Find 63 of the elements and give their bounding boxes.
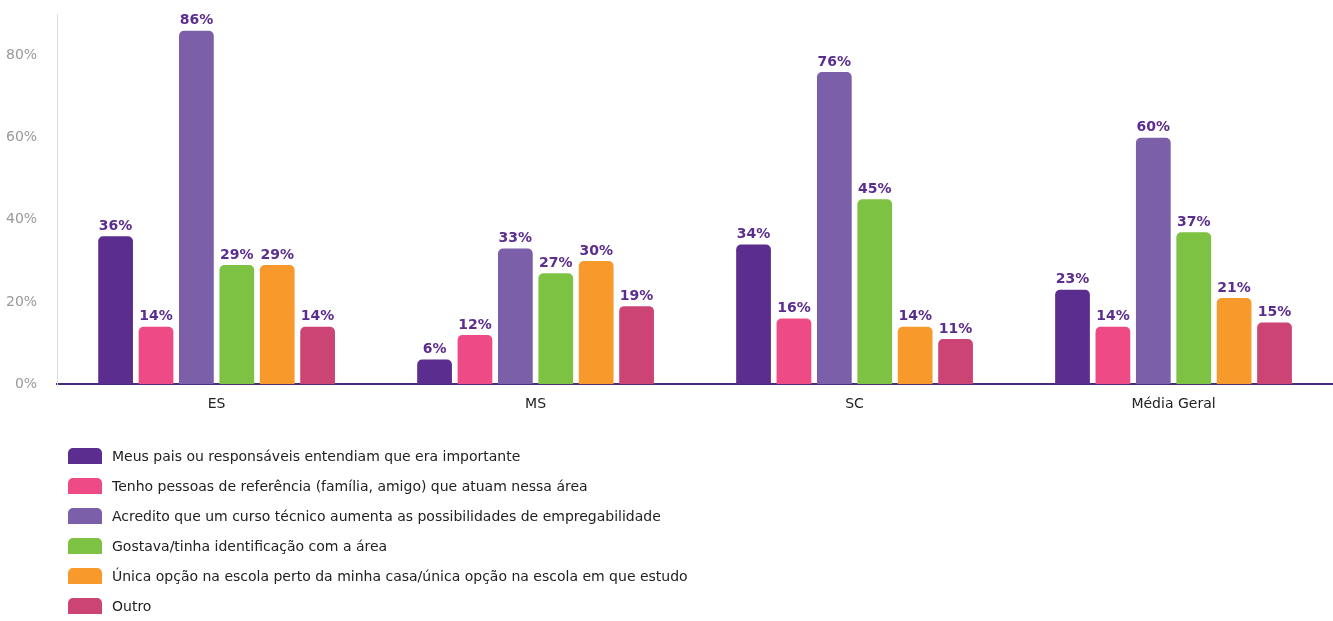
data-label: 45% [857, 179, 892, 196]
data-label: 86% [179, 11, 214, 28]
bar [857, 199, 893, 385]
bar [1095, 326, 1131, 385]
data-label: 33% [498, 229, 533, 246]
bar [1176, 232, 1212, 385]
legend-label: Tenho pessoas de referência (família, amigo) que atuam nessa área [112, 478, 588, 494]
data-label: 12% [458, 315, 492, 332]
data-label: 37% [1176, 212, 1211, 229]
bar [1257, 322, 1292, 385]
data-label: 6% [422, 340, 447, 357]
y-tick-label: 0% [14, 374, 38, 391]
bar [300, 326, 335, 385]
bar [498, 248, 533, 385]
x-tick-label: Média Geral [1131, 395, 1216, 412]
bar [1135, 137, 1171, 385]
y-tick-label: 80% [5, 46, 38, 63]
x-tick-label: SC [845, 395, 865, 412]
bar [219, 265, 255, 385]
data-label: 14% [139, 307, 173, 324]
y-tick-label: 60% [5, 128, 38, 145]
data-label: 30% [579, 241, 613, 258]
data-label: 16% [777, 299, 811, 316]
bar [138, 326, 174, 385]
data-label: 29% [220, 245, 254, 262]
legend-label: Gostava/tinha identificação com a área [112, 538, 388, 554]
bar [578, 260, 614, 385]
x-tick-label: MS [525, 395, 547, 412]
data-label: 14% [1096, 307, 1130, 324]
y-tick-label: 20% [5, 292, 38, 309]
legend-label: Outro [112, 598, 152, 614]
data-label: 76% [817, 52, 852, 69]
bar [259, 265, 295, 385]
bar [179, 30, 214, 385]
bar [619, 306, 654, 385]
data-label: 14% [898, 307, 932, 324]
data-label: 19% [619, 286, 654, 303]
data-label: 36% [98, 216, 133, 233]
bar [1216, 297, 1252, 385]
bar [1055, 289, 1090, 385]
y-tick-label: 40% [5, 210, 38, 227]
data-label: 27% [539, 253, 573, 270]
bar [457, 334, 493, 385]
bar [897, 326, 933, 385]
bar [736, 244, 771, 385]
bar [98, 236, 133, 385]
bar [816, 71, 852, 385]
data-label: 21% [1217, 278, 1251, 295]
data-label: 29% [260, 245, 294, 262]
data-label: 34% [736, 225, 771, 242]
legend-label: Meus pais ou responsáveis entendiam que era importante [112, 448, 521, 464]
data-label: 14% [300, 307, 335, 324]
bar [417, 359, 452, 385]
bar [776, 318, 812, 385]
bar [938, 339, 973, 385]
x-tick-label: ES [207, 395, 226, 412]
data-label: 23% [1055, 270, 1090, 287]
legend-label: Única opção na escola perto da minha casa/única opção na escola em que estudo [112, 568, 688, 584]
data-label: 11% [938, 319, 973, 336]
data-label: 15% [1257, 303, 1292, 320]
bar [538, 273, 574, 385]
data-label: 60% [1136, 118, 1171, 135]
legend-label: Acredito que um curso técnico aumenta as possibilidades de empregabilidade [112, 508, 661, 524]
